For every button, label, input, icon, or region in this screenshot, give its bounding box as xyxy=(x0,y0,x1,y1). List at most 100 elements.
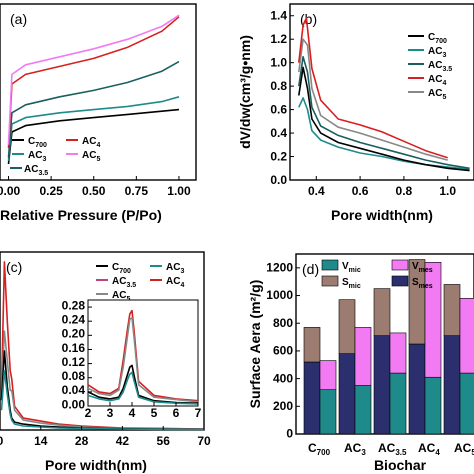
panel-a-label: (a) xyxy=(10,11,27,27)
panel-a-x-axis-label: Relative Pressure (P/Po) xyxy=(0,207,162,223)
legend-label-ac4: AC4 xyxy=(82,136,100,149)
bar-vmic-ac3-5 xyxy=(389,372,407,435)
series-line-ac5 xyxy=(7,14,180,145)
series-line-ac5 xyxy=(87,316,199,403)
y-tick-label: 0.12 xyxy=(62,355,86,369)
bar-vmic-ac3 xyxy=(354,385,372,435)
bar-vmes-c700 xyxy=(319,360,337,390)
x-tick-label: 6 xyxy=(173,406,180,420)
x-tick-label: 56 xyxy=(157,434,171,448)
panel-a-frame xyxy=(0,3,197,181)
series-line-c700 xyxy=(298,66,470,172)
bar-smes-ac4 xyxy=(408,343,426,435)
series-line-c700 xyxy=(87,364,199,404)
panel-d: (d) 0 200 400 600 800 1000 1200 C700 AC3 AC3.5… xyxy=(247,253,474,473)
panel-b-x-ticks: 0.4 0.6 0.8 1.0 xyxy=(308,176,456,198)
x-tick-label: 2 xyxy=(85,406,92,420)
bar-vmes-ac5 xyxy=(459,298,474,374)
panel-c-frame xyxy=(0,251,205,431)
legend-label-ac3: AC3 xyxy=(428,46,446,59)
legend-swatch-vmic xyxy=(321,259,339,271)
panel-d-x-axis-label: Biochar xyxy=(374,457,427,473)
panel-b-y-axis-label: dV/dw(cm³/g•nm) xyxy=(237,35,253,149)
panel-d-y-axis-label: Surface Aera (m²/g) xyxy=(247,280,263,409)
series-line-c700 xyxy=(7,108,180,165)
panel-d-y-ticks: 0 200 400 600 800 1000 1200 xyxy=(266,261,300,441)
x-tick-label: 0.25 xyxy=(39,184,63,198)
legend-label-ac3-5: AC3.5 xyxy=(112,276,136,289)
panel-c: (c) 01428425670 Pore width(nm) C700 AC3 … xyxy=(0,251,211,473)
bar-smes-ac3 xyxy=(338,353,356,435)
legend-label-ac3: AC3 xyxy=(28,150,46,163)
series-line-ac5 xyxy=(298,38,448,161)
x-tick-label: 0.8 xyxy=(396,184,413,198)
panel-c-x-ticks: 0 14 28 42 56 70 xyxy=(0,426,211,448)
x-tick-label: AC3.5 xyxy=(378,441,407,457)
bar-smic-ac5 xyxy=(443,284,461,336)
panel-a-curves xyxy=(7,14,180,165)
x-tick-label: C700 xyxy=(308,441,331,457)
legend-label-ac4: AC4 xyxy=(428,74,446,87)
x-tick-label: 0.50 xyxy=(82,184,106,198)
x-tick-label: 70 xyxy=(197,434,211,448)
y-tick-label: 200 xyxy=(273,399,293,413)
y-tick-label: 0 xyxy=(286,427,293,441)
y-tick-label: 0.08 xyxy=(62,369,86,383)
panel-a: (a) 0.00 0.25 0.50 0.75 1.00 Relative Pressu… xyxy=(0,3,197,223)
panel-b-y-ticks: 0.0 0.2 0.4 0.6 0.8 1.0 1.2 1.4 xyxy=(270,9,294,187)
y-tick-label: 0.6 xyxy=(270,103,287,117)
y-tick-label: 1.0 xyxy=(270,56,287,70)
panel-d-label: (d) xyxy=(302,261,319,277)
x-tick-label: 5 xyxy=(151,406,158,420)
panel-b-x-axis-label: Pore width(nm) xyxy=(331,207,433,223)
legend-label-smic: Smic xyxy=(342,277,361,290)
bar-smic-c700 xyxy=(303,327,321,363)
series-line-ac3 xyxy=(87,371,199,405)
y-tick-label: 0.04 xyxy=(62,383,86,397)
x-tick-label: 0.4 xyxy=(308,184,325,198)
x-tick-label: 0.75 xyxy=(125,184,149,198)
panel-b-curves xyxy=(298,17,470,172)
x-tick-label: AC5 xyxy=(454,441,474,457)
y-tick-label: 0.24 xyxy=(62,313,86,327)
x-tick-label: AC4 xyxy=(418,441,440,457)
bar-vmes-ac3 xyxy=(354,327,372,386)
x-tick-label: 3 xyxy=(107,406,114,420)
series-line-ac3-5 xyxy=(7,60,180,158)
x-tick-label: 4 xyxy=(129,406,136,420)
legend-label-ac3-5: AC3.5 xyxy=(428,60,452,73)
panel-c-label: (c) xyxy=(6,259,22,275)
y-tick-label: 800 xyxy=(273,316,293,330)
series-line-ac3 xyxy=(7,96,180,161)
y-tick-label: 0.00 xyxy=(62,397,86,411)
bar-vmic-c700 xyxy=(319,389,337,435)
y-tick-label: 1200 xyxy=(266,261,293,275)
bar-vmes-ac4 xyxy=(424,262,442,378)
x-tick-label: 1.0 xyxy=(439,184,456,198)
series-line-ac4 xyxy=(7,16,180,149)
panel-d-x-ticks: C700 AC3 AC3.5 AC4 AC5 xyxy=(308,441,474,457)
bar-vmes-ac3-5 xyxy=(389,332,407,374)
bar-smic-ac3 xyxy=(338,299,356,354)
y-tick-label: 1000 xyxy=(266,288,293,302)
y-tick-label: 1.4 xyxy=(270,9,287,23)
x-tick-label: AC3 xyxy=(344,441,366,457)
y-tick-label: 400 xyxy=(273,371,293,385)
y-tick-label: 0.2 xyxy=(270,150,287,164)
panel-b-legend: C700 AC3 AC3.5 AC4 AC5 xyxy=(408,32,452,101)
panel-d-bars xyxy=(303,259,474,435)
x-tick-label: 1.00 xyxy=(167,184,191,198)
legend-swatch-vmes xyxy=(391,259,409,271)
y-tick-label: 0.20 xyxy=(62,327,86,341)
panel-a-x-ticks: 0.00 0.25 0.50 0.75 1.00 xyxy=(0,176,191,198)
panel-a-legend: C700 AC3 AC3.5 AC4 AC5 xyxy=(10,136,100,177)
bar-smic-ac3-5 xyxy=(373,288,391,336)
bar-smes-c700 xyxy=(303,361,321,435)
panel-b: (b) 0.4 0.6 0.8 1.0 0.00.20.40.60.81.01.21.… xyxy=(237,3,474,223)
inset-curves xyxy=(87,309,199,405)
x-tick-label: 28 xyxy=(75,434,89,448)
y-tick-label: 0.4 xyxy=(270,126,287,140)
panel-b-frame xyxy=(289,3,474,181)
legend-swatch-smic xyxy=(321,275,339,287)
